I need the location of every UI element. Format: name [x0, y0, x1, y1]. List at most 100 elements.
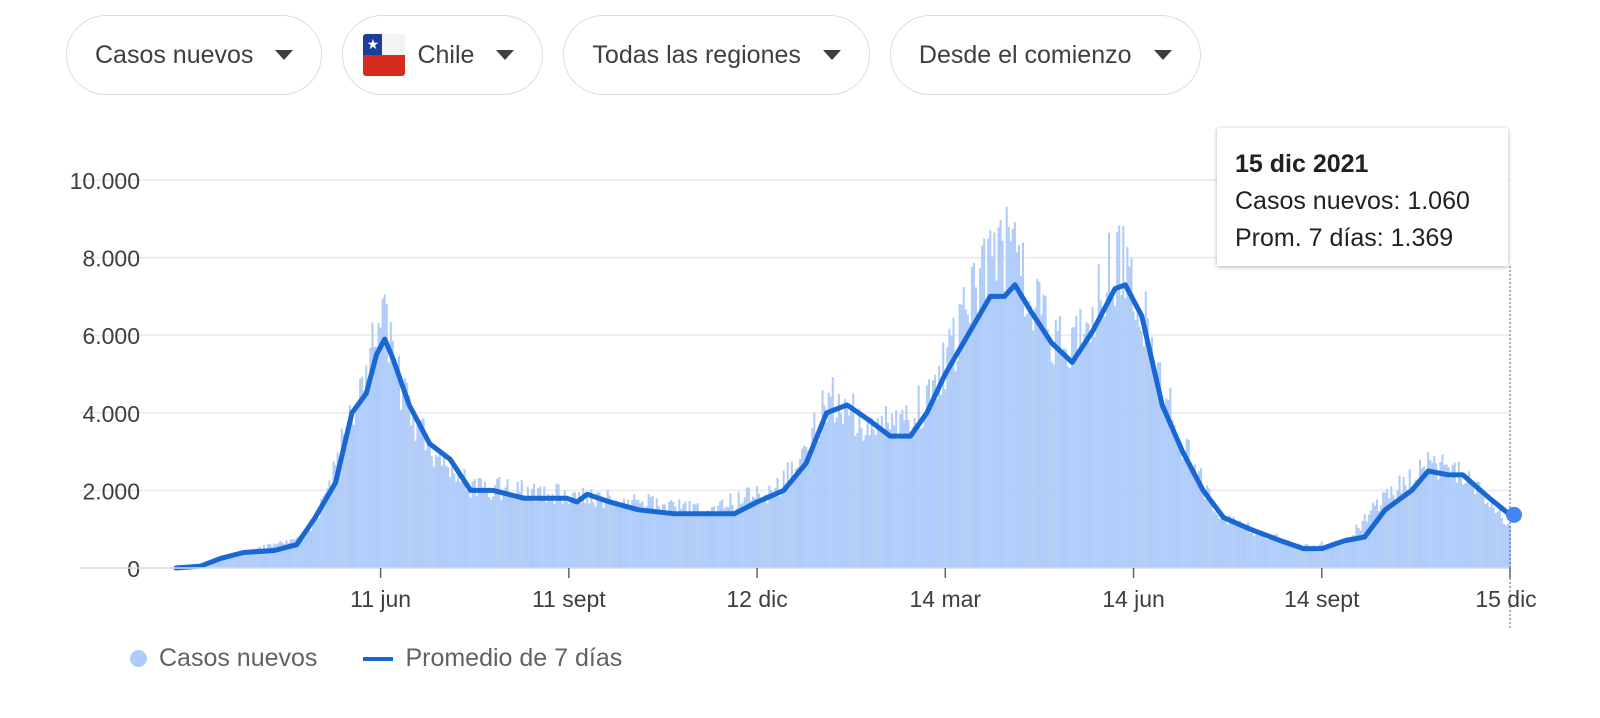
daily-cases-bar [1202, 493, 1205, 568]
daily-cases-bar [1429, 459, 1432, 568]
daily-cases-bar [923, 413, 926, 568]
daily-cases-bar [1060, 352, 1063, 568]
daily-cases-bar [1324, 546, 1327, 568]
country-dropdown[interactable]: ★ Chile [342, 15, 544, 95]
daily-cases-bar [1375, 499, 1379, 568]
daily-cases-bar [811, 427, 814, 568]
daily-cases-bar [809, 451, 812, 568]
daily-cases-bar [1001, 240, 1004, 568]
daily-cases-bar [954, 371, 957, 568]
daily-cases-bar [1363, 514, 1366, 568]
daily-cases-bar [952, 317, 955, 568]
daily-cases-bar [365, 365, 368, 568]
daily-cases-bar [621, 502, 624, 568]
daily-cases-bar [1472, 484, 1475, 568]
daily-cases-bar [889, 429, 892, 568]
daily-cases-bar [1488, 507, 1491, 568]
daily-cases-bar [1455, 482, 1458, 568]
daily-cases-bar [234, 557, 237, 568]
daily-cases-bar [940, 394, 943, 568]
daily-cases-bar [1400, 492, 1403, 568]
chevron-down-icon [822, 50, 841, 60]
daily-cases-bar [1470, 484, 1473, 568]
daily-cases-bar [1439, 461, 1442, 568]
daily-cases-bar [1024, 316, 1027, 568]
daily-cases-bar [1175, 433, 1178, 568]
daily-cases-bar [1461, 484, 1464, 568]
daily-cases-bar [1083, 333, 1086, 568]
daily-cases-bar [404, 378, 407, 568]
daily-cases-bar [1003, 290, 1006, 568]
region-dropdown[interactable]: Todas las regiones [563, 15, 870, 95]
daily-cases-bar [1480, 490, 1483, 568]
metric-dropdown[interactable]: Casos nuevos [66, 15, 323, 95]
daily-cases-bar [1339, 541, 1342, 568]
daily-cases-bar [698, 513, 701, 568]
daily-cases-bar [1410, 486, 1413, 568]
daily-cases-bar [1122, 226, 1125, 568]
daily-cases-bar [631, 499, 634, 568]
daily-cases-bar [1402, 476, 1405, 568]
daily-cases-bar [1312, 545, 1315, 568]
daily-cases-bar [1071, 327, 1074, 568]
daily-cases-bar [281, 542, 284, 568]
daily-cases-bar [553, 503, 556, 568]
daily-cases-bar [285, 540, 288, 568]
daily-cases-bar [524, 500, 527, 568]
daily-cases-bar [1420, 468, 1424, 568]
daily-cases-bar [361, 376, 364, 568]
daily-cases-bar [481, 492, 484, 568]
daily-cases-bar [1220, 511, 1223, 568]
daily-cases-bar [1245, 526, 1248, 568]
daily-cases-bar [320, 498, 323, 568]
daily-cases-bar [835, 417, 838, 568]
daily-cases-bar [1396, 491, 1399, 568]
daily-cases-bar [735, 508, 738, 568]
daily-cases-bar [1046, 328, 1049, 568]
daily-cases-bar [590, 489, 593, 568]
daily-cases-bar [242, 552, 245, 568]
daily-cases-bar [467, 485, 470, 568]
daily-cases-bar [1382, 492, 1385, 568]
legend-line-swatch [363, 656, 394, 661]
daily-cases-bar [1189, 462, 1192, 568]
daily-cases-bar [884, 405, 887, 568]
daily-cases-bar [1210, 498, 1213, 568]
daily-cases-bar [909, 431, 912, 568]
metric-dropdown-label: Casos nuevos [95, 40, 254, 69]
daily-cases-bar [1386, 488, 1389, 568]
daily-cases-bar [1310, 548, 1313, 568]
daily-cases-bar [792, 477, 795, 568]
period-dropdown[interactable]: Desde el comienzo [889, 15, 1201, 95]
daily-cases-bar [618, 504, 622, 568]
daily-cases-bar [1226, 524, 1229, 568]
daily-cases-bar [375, 347, 378, 568]
daily-cases-bar [238, 555, 241, 568]
daily-cases-bar [1441, 454, 1444, 568]
daily-cases-bar [839, 413, 842, 568]
daily-cases-bar [708, 512, 712, 568]
daily-cases-bar [1212, 510, 1215, 568]
daily-cases-bar [1500, 517, 1503, 568]
daily-cases-bar [1114, 306, 1117, 568]
daily-cases-bar [451, 463, 454, 568]
daily-cases-bar [379, 327, 382, 568]
daily-cases-bar [256, 547, 259, 568]
daily-cases-bar [543, 486, 546, 568]
daily-cases-bar [807, 450, 810, 568]
daily-cases-bar [287, 542, 290, 568]
daily-cases-bar [1265, 539, 1268, 568]
daily-cases-bar [219, 558, 223, 568]
daily-cases-bar [336, 452, 339, 568]
chart-legend: Casos nuevos Promedio de 7 días [130, 644, 622, 673]
daily-cases-bar [796, 467, 800, 568]
daily-cases-bar [616, 502, 619, 568]
daily-cases-bar [625, 508, 628, 568]
daily-cases-bar [821, 390, 824, 568]
daily-cases-bar [377, 322, 380, 568]
daily-cases-bar [1277, 540, 1280, 568]
daily-cases-bar [1085, 322, 1088, 568]
daily-cases-bar [768, 485, 771, 568]
daily-cases-bar [1341, 543, 1344, 568]
